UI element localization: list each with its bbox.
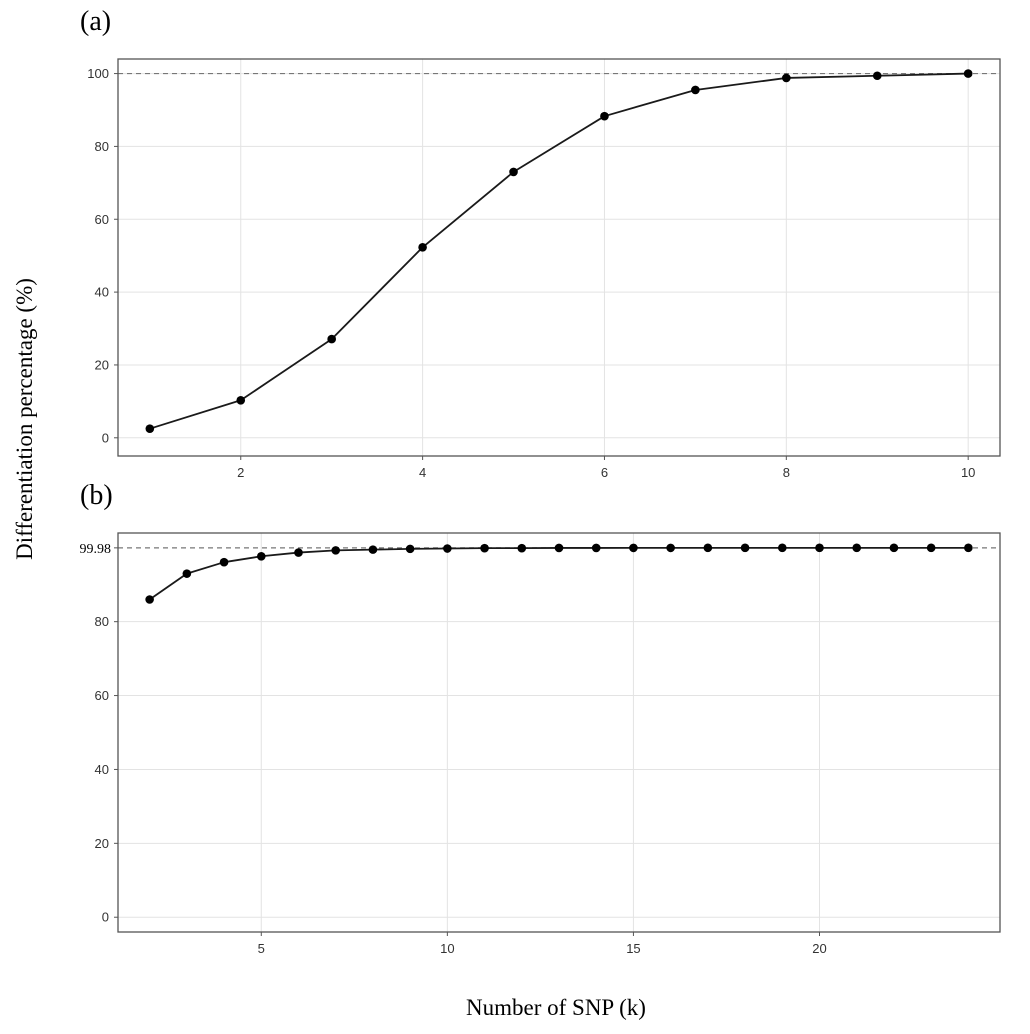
data-point-9 [405,544,415,554]
panel-b: 5 10 15 20 0 20 40 60 80 99.98 [80,532,1001,956]
data-point-13 [554,543,564,553]
data-point-9 [872,71,882,81]
data-point-18 [740,543,750,553]
y-tick-label-60: 60 [95,212,109,227]
y-axis-label: Differentiation percentage (%) [12,278,37,560]
data-point-10 [443,544,452,553]
x-tick-label-20: 20 [812,941,826,956]
x-tick-label-10: 10 [440,941,454,956]
data-point-7 [691,85,700,95]
data-point-23 [926,543,936,553]
x-tick-label-5: 5 [258,941,265,956]
x-tick-label-2: 2 [237,465,244,480]
x-tick-label-4: 4 [419,465,426,480]
x-tick-label-6: 6 [601,465,608,480]
data-point-14 [591,543,601,553]
data-point-11 [480,543,489,553]
data-point-17 [703,543,713,553]
data-point-22 [889,543,899,553]
x-tick-label-15: 15 [626,941,640,956]
data-point-24 [964,543,973,553]
x-tick-label-8: 8 [783,465,790,480]
y-tick-label-0: 0 [102,430,109,445]
y-tick-label-80: 80 [95,614,109,629]
data-point-12 [517,543,527,553]
plot-frame [117,58,1001,457]
data-point-3 [182,569,192,578]
data-point-6 [294,548,303,557]
y-tick-label-100: 100 [87,66,109,81]
y-tick-label-60: 60 [95,688,109,703]
data-point-16 [666,543,675,553]
y-tick-label-80: 80 [95,139,109,154]
data-point-10 [963,69,973,78]
data-point-21 [852,543,862,553]
data-point-4 [219,557,229,567]
x-axis-label: Number of SNP (k) [466,995,646,1020]
data-point-7 [331,546,341,555]
y-tick-label-0: 0 [102,910,109,925]
series-line [149,72,969,430]
data-point-6 [600,111,609,121]
y-tick-label-40: 40 [95,285,109,300]
y-tick-label-40: 40 [95,762,109,777]
y-tick-label-reference: 99.98 [80,542,112,557]
data-point-3 [327,334,336,344]
series-line [149,546,969,601]
data-point-5 [256,551,266,561]
y-tick-label-20: 20 [95,836,109,851]
x-tick-label-10: 10 [961,465,975,480]
data-point-1 [145,424,155,433]
data-point-15 [629,543,638,553]
data-point-2 [236,395,246,405]
data-point-8 [782,73,791,83]
panel-label-b: (b) [80,480,113,511]
data-point-5 [509,167,518,177]
data-point-19 [777,543,787,553]
data-point-20 [815,543,824,553]
plot-frame [117,532,1001,933]
y-tick-label-20: 20 [95,357,109,372]
data-point-2 [145,595,154,604]
data-point-8 [368,545,378,554]
panel-label-a: (a) [80,6,112,37]
data-point-4 [418,243,427,252]
